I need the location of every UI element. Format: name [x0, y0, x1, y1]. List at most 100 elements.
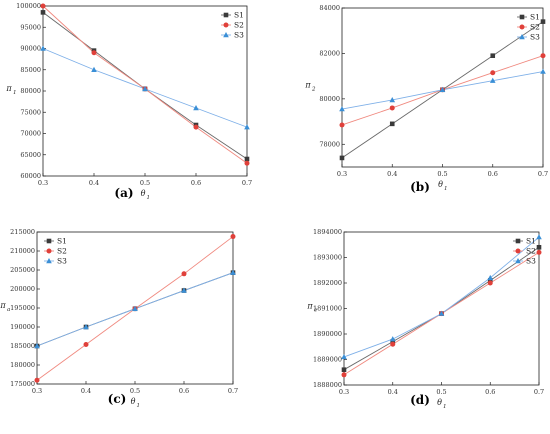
data-point-s3	[40, 45, 46, 51]
y-tick-label: 65000	[20, 151, 41, 159]
x-axis-label: θ	[438, 180, 443, 189]
y-tick-label: 205000	[10, 266, 35, 274]
x-tick-label: 0.7	[228, 387, 238, 395]
data-point-s3	[389, 336, 396, 342]
legend-label: S2	[234, 21, 244, 30]
y-tick-label: 82000	[319, 50, 340, 58]
legend-label: S1	[57, 237, 67, 246]
x-tick-label: 0.7	[242, 179, 252, 187]
y-tick-label: 85000	[20, 66, 41, 74]
data-point-s1	[341, 367, 347, 372]
x-tick-label: 0.3	[337, 170, 347, 178]
legend-label: S1	[526, 237, 536, 246]
x-tick-label: 0.4	[387, 170, 397, 178]
data-point-s3	[540, 68, 546, 74]
panel-label: (b)	[410, 180, 430, 194]
y-tick-label: 70000	[20, 130, 41, 138]
data-point-s3	[389, 96, 396, 103]
x-tick-label: 0.4	[81, 387, 91, 395]
data-point-s2	[487, 280, 493, 286]
x-tick-label: 0.3	[32, 387, 42, 395]
x-axis-label: θ	[131, 397, 136, 406]
x-axis-label: θ	[437, 398, 442, 407]
x-tick-label: 0.5	[436, 388, 446, 396]
x-tick-label: 0.4	[89, 179, 99, 187]
x-axis-label-subscript: 1	[147, 195, 151, 201]
panel-c: 0.3 0.4 0.5 0.6 0.7 175000 180000 185000 190000 1…	[0, 228, 238, 409]
y-axis-label: π	[0, 301, 6, 310]
data-point-s1	[244, 156, 250, 162]
y-tick-label: 215000	[10, 228, 35, 236]
y-tick-label: 1889000	[313, 356, 342, 364]
panel-label: (c)	[108, 392, 127, 406]
data-point-s3	[91, 66, 97, 72]
y-axis-label: π	[5, 84, 12, 93]
data-point-s3	[489, 77, 496, 83]
data-point-s2	[40, 3, 46, 9]
series-line-s3	[343, 236, 540, 358]
data-point-s3	[341, 353, 347, 360]
panel-a: 0.3 0.4 0.5 0.6 0.7 60000 65000 70000 75000 80000…	[5, 2, 252, 201]
data-point-s2	[193, 124, 199, 130]
y-tick-label: 84000	[319, 4, 340, 12]
legend-marker	[515, 258, 521, 264]
y-tick-label: 200000	[10, 285, 35, 293]
x-axis-label: θ	[141, 189, 146, 198]
y-tick-label: 190000	[10, 323, 35, 331]
x-tick-label: 0.6	[488, 170, 498, 178]
y-tick-label: 185000	[10, 342, 35, 350]
y-tick-label: 75000	[20, 108, 41, 116]
data-point-s2	[390, 341, 396, 347]
legend-marker	[223, 12, 229, 18]
x-axis-label-subscript: 1	[443, 404, 447, 410]
data-point-s1	[490, 53, 496, 58]
legend-marker	[46, 248, 52, 254]
y-tick-label: 1892000	[313, 279, 342, 287]
legend-label: S2	[526, 247, 536, 256]
x-tick-label: 0.4	[388, 388, 398, 396]
legend-marker	[46, 258, 52, 264]
legend-marker	[519, 24, 525, 30]
legend-marker	[519, 34, 525, 40]
x-tick-label: 0.5	[130, 387, 140, 395]
data-point-s2	[536, 249, 542, 255]
y-tick-label: 60000	[20, 172, 41, 180]
x-tick-label: 0.6	[191, 179, 201, 187]
legend-label: S3	[526, 257, 536, 266]
data-point-s2	[490, 70, 496, 76]
data-point-s1	[540, 19, 546, 24]
x-axis-label-subscript: 1	[444, 186, 448, 192]
y-axis-label: π	[304, 81, 311, 90]
data-point-s2	[244, 160, 250, 166]
plot-frame	[343, 231, 540, 386]
legend-marker	[515, 248, 521, 254]
data-point-s1	[390, 339, 396, 344]
y-axis-label: π	[306, 302, 313, 311]
legend-label: S3	[57, 257, 67, 266]
x-tick-label: 0.5	[437, 170, 447, 178]
y-tick-label: 95000	[20, 23, 41, 31]
panel-label: (d)	[410, 393, 430, 407]
data-point-s1	[536, 245, 542, 250]
data-point-s2	[181, 271, 187, 277]
data-point-s3	[487, 274, 494, 281]
data-point-s2	[34, 377, 40, 383]
legend-label: S3	[530, 33, 540, 42]
y-tick-label: 80000	[319, 95, 340, 103]
data-point-s1	[389, 121, 395, 127]
y-tick-label: 210000	[10, 247, 35, 255]
legend-marker	[519, 14, 525, 20]
y-axis-label-subscript: 1	[13, 90, 17, 96]
data-point-s1	[339, 155, 345, 161]
y-tick-label: 1888000	[313, 381, 342, 389]
panel-b: 0.3 0.4 0.5 0.6 0.7 78000 80000 82000 84000 π 2 θ 1 S…	[304, 4, 548, 194]
y-tick-label: 180000	[10, 361, 35, 369]
data-point-s3	[438, 310, 445, 316]
data-point-s3	[230, 269, 236, 275]
y-tick-label: 1894000	[313, 228, 342, 236]
x-tick-label: 0.7	[538, 170, 548, 178]
legend-label: S1	[530, 13, 540, 22]
data-point-s3	[536, 234, 542, 240]
y-axis-label-subscript: e	[314, 308, 318, 314]
